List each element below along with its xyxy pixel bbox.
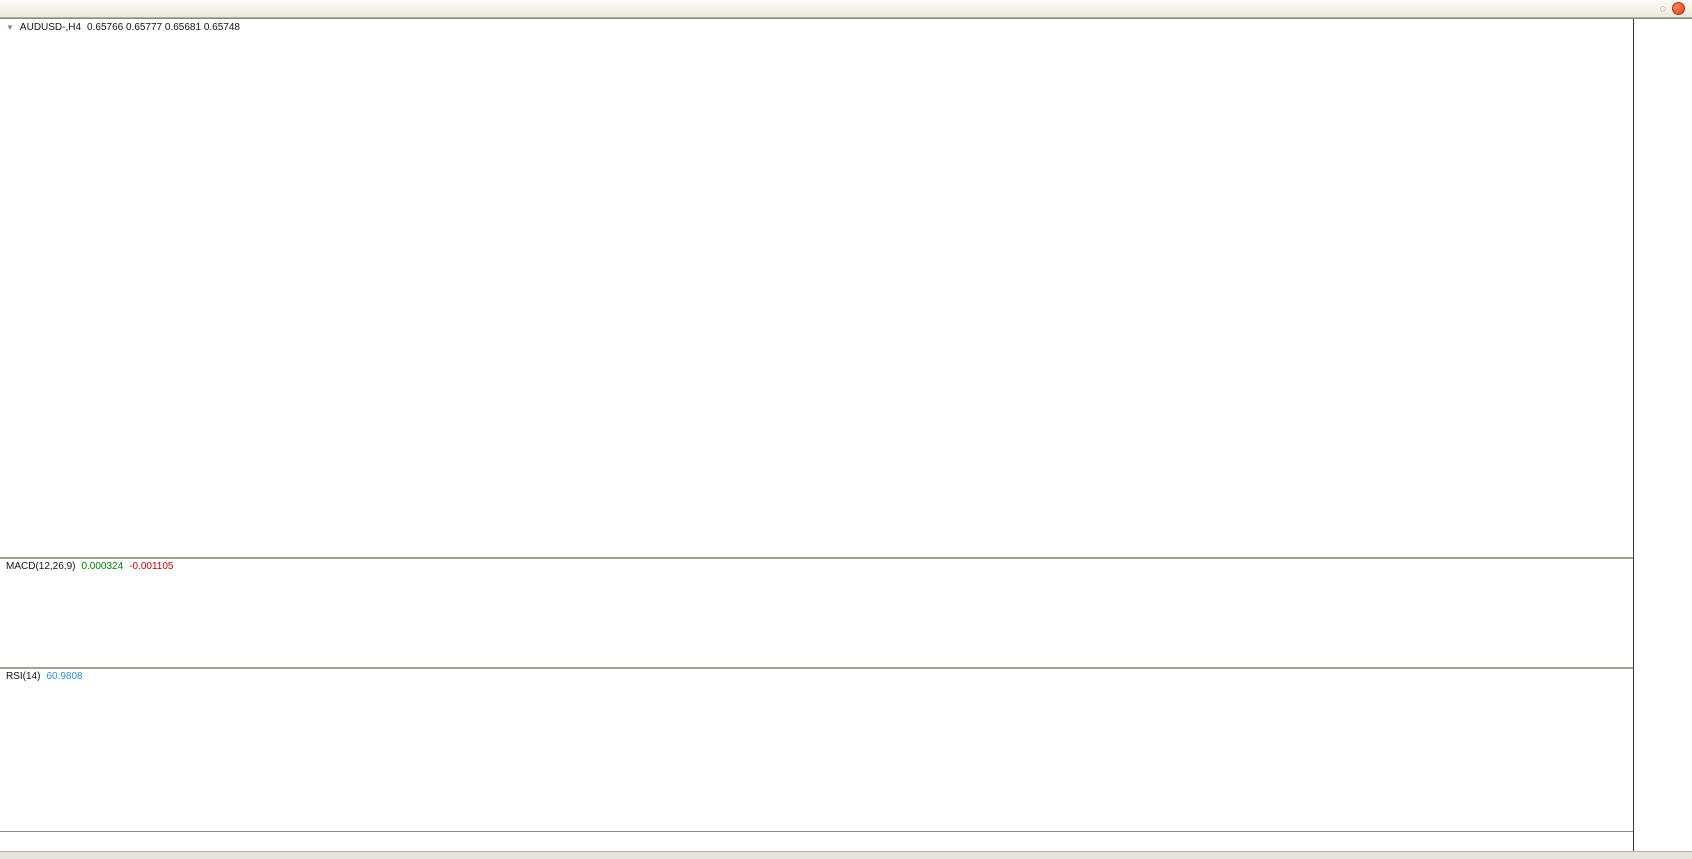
notification-icon[interactable] bbox=[1672, 2, 1685, 15]
chart-symbol-period: AUDUSD-,H4 bbox=[19, 22, 82, 33]
macd-title: MACD(12,26,9) bbox=[6, 561, 76, 572]
search-icon[interactable]: ◌ bbox=[1659, 2, 1666, 15]
rsi-value: 60.9808 bbox=[46, 671, 83, 682]
macd-chart[interactable] bbox=[0, 559, 1633, 667]
chart-ohlc-quotes: 0.65766 0.65777 0.65681 0.65748 bbox=[87, 22, 240, 33]
chart-collapse-icon[interactable]: ▼ bbox=[6, 23, 14, 32]
time-axis[interactable] bbox=[0, 831, 1633, 852]
rsi-title-row: RSI(14) 60.9808 bbox=[6, 671, 83, 682]
main-price-pane: ▼ AUDUSD-,H4 0.65766 0.65777 0.65681 0.6… bbox=[0, 19, 1633, 559]
price-axis[interactable] bbox=[1633, 19, 1692, 851]
rsi-chart[interactable] bbox=[0, 669, 1633, 831]
status-strip bbox=[0, 851, 1692, 859]
chart-window: ▼ AUDUSD-,H4 0.65766 0.65777 0.65681 0.6… bbox=[0, 18, 1692, 859]
toolbar-right-group: ◌ bbox=[1659, 2, 1690, 15]
macd-title-row: MACD(12,26,9) 0.000324 -0.001105 bbox=[6, 561, 173, 572]
rsi-title: RSI(14) bbox=[6, 671, 41, 682]
toolbar: ◌ bbox=[0, 0, 1692, 18]
chart-title-row: ▼ AUDUSD-,H4 0.65766 0.65777 0.65681 0.6… bbox=[6, 22, 240, 33]
macd-pane: MACD(12,26,9) 0.000324 -0.001105 bbox=[0, 559, 1633, 669]
candlestick-chart[interactable] bbox=[0, 19, 1633, 557]
macd-main-value: 0.000324 bbox=[81, 561, 124, 572]
macd-signal-value: -0.001105 bbox=[129, 561, 174, 572]
rsi-pane: RSI(14) 60.9808 bbox=[0, 669, 1633, 831]
